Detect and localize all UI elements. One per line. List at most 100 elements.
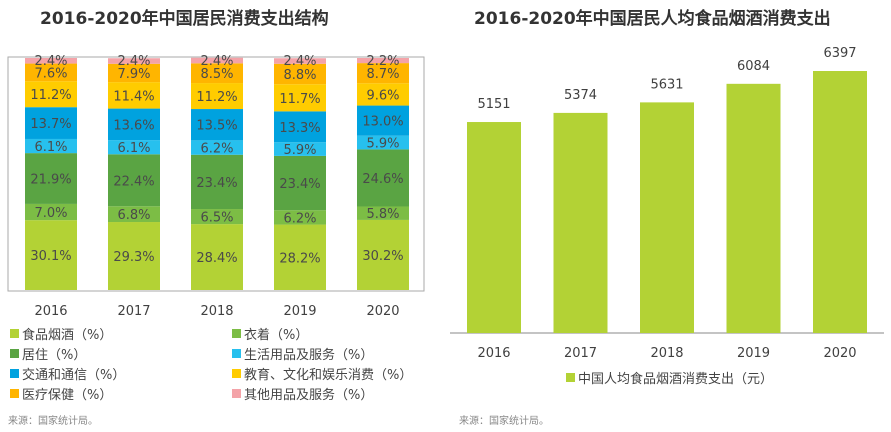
legend-item: 食品烟酒（%） [10,324,112,343]
bar-segment [274,63,326,85]
data-label: 11.2% [30,88,71,103]
legend-swatch [10,349,19,358]
data-label: 11.7% [279,92,320,107]
legend-label: 其他用品及服务（%） [244,388,374,403]
legend-label: 医疗保健（%） [22,388,113,403]
data-label: 5.9% [283,143,316,158]
legend-swatch [566,373,575,382]
legend-swatch [232,349,241,358]
legend-label: 中国人均食品烟酒消费支出（元） [578,372,774,387]
bar-segment [357,105,409,136]
bar-segment [191,154,243,210]
data-label: 24.6% [362,172,403,187]
legend-item: 居住（%） [10,344,86,363]
legend-label: 生活用品及服务（%） [244,348,374,363]
data-label: 30.1% [30,249,71,264]
bar-segment [274,210,326,225]
bar-segment [274,224,326,290]
bar-segment [108,58,160,64]
data-label: 8.8% [283,68,316,83]
data-label: 13.7% [30,117,71,132]
data-label: 6084 [737,59,770,74]
data-label: 2.4% [200,54,233,69]
legend-label: 教育、文化和娱乐消费（%） [244,368,413,383]
legend-swatch [10,389,19,398]
legend-item: 交通和通信（%） [10,364,125,383]
legend-label: 食品烟酒（%） [22,328,113,343]
data-label: 29.3% [113,250,154,265]
data-label: 7.9% [117,67,150,82]
bar-segment [357,149,409,207]
data-label: 6.8% [117,208,150,223]
bar-segment [274,58,326,64]
data-label: 11.4% [113,89,154,104]
bar-segment [25,63,77,82]
x-tick-label: 2017 [564,346,597,361]
data-label: 5151 [477,97,510,112]
data-label: 2.4% [283,54,316,69]
x-tick-label: 2020 [366,304,399,319]
bar-segment [108,108,160,141]
bar-segment [274,84,326,112]
legend-food-spending: 中国人均食品烟酒消费支出（元） [566,368,773,387]
x-tick-label: 2020 [823,346,856,361]
bar-segment [357,206,409,220]
x-tick-label: 2019 [737,346,770,361]
legend-swatch [232,389,241,398]
bar-segment [25,220,77,290]
bar-segment [191,63,243,84]
bar-segment [357,58,409,64]
bar [553,112,608,333]
bar-segment [108,140,160,155]
data-label: 6.2% [283,211,316,226]
data-label: 13.3% [279,121,320,136]
data-label: 9.6% [366,88,399,103]
plot-frame [7,56,425,292]
x-tick-label: 2016 [477,346,510,361]
x-tick-label: 2018 [200,304,233,319]
bar-segment [357,63,409,84]
bar [640,102,694,333]
bar-segment [191,83,243,110]
legend-label: 交通和通信（%） [22,368,126,383]
data-label: 23.4% [196,176,237,191]
bar-segment [274,111,326,143]
data-label: 8.5% [200,67,233,82]
x-tick-label: 2017 [117,304,150,319]
data-label: 7.6% [34,66,67,81]
legend-item: 生活用品及服务（%） [232,344,373,363]
data-label: 13.5% [196,119,237,134]
bar [813,71,867,333]
chart-title-food-spending: 2016-2020年中国居民人均食品烟酒消费支出 [474,9,831,29]
bar-segment [108,63,160,83]
bar-segment [191,57,243,64]
bar-segment [357,219,409,290]
bar-segment [191,224,243,290]
data-label: 5.8% [366,207,399,222]
legend-item: 医疗保健（%） [10,384,112,403]
legend-swatch [232,329,241,338]
data-label: 6.5% [200,211,233,226]
bar-segment [191,140,243,155]
data-label: 11.2% [196,90,237,105]
legend-item: 教育、文化和娱乐消费（%） [232,364,412,383]
data-label: 22.4% [113,174,154,189]
bar-segment [108,206,160,223]
x-tick-label: 2018 [650,346,683,361]
data-label: 2.4% [117,54,150,69]
legend-label: 衣着（%） [244,328,309,343]
data-label: 13.0% [362,115,403,130]
bar [467,122,521,333]
data-label: 13.6% [113,118,154,133]
legend-swatch [10,369,19,378]
bar-segment [25,203,77,221]
source-note-right: 来源：国家统计局。 [459,416,549,427]
bar-segment [274,155,326,211]
bar-segment [25,153,77,204]
bar-segment [25,138,77,154]
bar-segment [25,58,77,64]
legend-item: 其他用品及服务（%） [232,384,373,403]
bar-segment [108,82,160,109]
bar-segment [191,109,243,141]
bar-segment [357,135,409,150]
